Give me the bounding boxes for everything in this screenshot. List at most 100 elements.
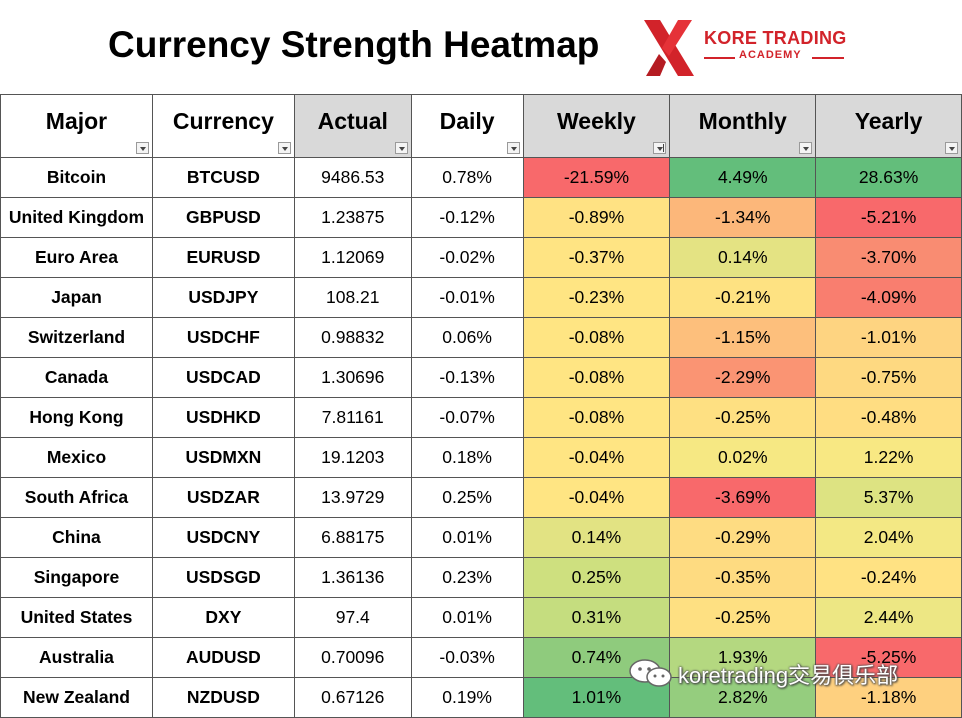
kore-x-logo-icon xyxy=(644,20,694,76)
filter-dropdown-icon[interactable] xyxy=(394,142,408,154)
cell-daily: 0.25% xyxy=(410,477,524,518)
cell-daily: 0.23% xyxy=(410,557,524,598)
table-row: New Zealand NZDUSD 0.67126 0.19% 1.01% 2.82% -… xyxy=(0,677,962,718)
cell-actual: 9486.53 xyxy=(293,157,412,198)
filter-dropdown-icon[interactable] xyxy=(945,142,958,154)
cell-actual: 0.70096 xyxy=(293,637,412,678)
cell-monthly: -3.69% xyxy=(669,477,817,518)
cell-monthly: -1.34% xyxy=(669,197,817,238)
cell-currency: USDJPY xyxy=(151,277,295,318)
header-row: Major Currency Actual Daily Weekly Month… xyxy=(0,94,962,158)
cell-yearly: 2.44% xyxy=(815,597,962,638)
cell-currency: AUDUSD xyxy=(151,637,295,678)
cell-weekly: -0.89% xyxy=(522,197,671,238)
cell-actual: 7.81161 xyxy=(293,397,412,438)
filter-dropdown-icon[interactable] xyxy=(135,142,149,154)
cell-weekly: -0.08% xyxy=(522,357,671,398)
column-header-currency: Currency xyxy=(151,94,295,158)
cell-monthly: -0.35% xyxy=(669,557,817,598)
cell-yearly: 2.04% xyxy=(815,517,962,558)
column-header-weekly: Weekly xyxy=(522,94,671,158)
cell-monthly: -2.29% xyxy=(669,357,817,398)
cell-yearly: -0.24% xyxy=(815,557,962,598)
cell-weekly: 0.14% xyxy=(522,517,671,558)
cell-monthly: -0.29% xyxy=(669,517,817,558)
sort-filter-icon[interactable] xyxy=(653,142,667,154)
cell-weekly: -0.04% xyxy=(522,477,671,518)
page-title: Currency Strength Heatmap xyxy=(108,24,600,65)
filter-dropdown-icon[interactable] xyxy=(799,142,813,154)
cell-monthly: -0.25% xyxy=(669,397,817,438)
cell-major: South Africa xyxy=(0,477,153,518)
cell-major: United Kingdom xyxy=(0,197,153,238)
cell-major: New Zealand xyxy=(0,677,153,718)
cell-actual: 97.4 xyxy=(293,597,412,638)
cell-daily: -0.12% xyxy=(410,197,524,238)
watermark-text: koretrading交易俱乐部 xyxy=(678,663,899,688)
table-row: Mexico USDMXN 19.1203 0.18% -0.04% 0.02% 1.22% xyxy=(0,437,962,478)
cell-currency: DXY xyxy=(151,597,295,638)
cell-monthly: 2.82% xyxy=(669,677,817,718)
kore-trading-logo: KORE TRADING ACADEMY xyxy=(642,18,852,78)
cell-daily: -0.01% xyxy=(410,277,524,318)
heatmap-table: Major Currency Actual Daily Weekly Month… xyxy=(0,94,962,718)
cell-weekly: -0.04% xyxy=(522,437,671,478)
cell-weekly: 1.01% xyxy=(522,677,671,718)
cell-currency: USDMXN xyxy=(151,437,295,478)
cell-yearly: -3.70% xyxy=(815,237,962,278)
cell-daily: 0.01% xyxy=(410,517,524,558)
cell-actual: 1.12069 xyxy=(293,237,412,278)
cell-yearly: -0.75% xyxy=(815,357,962,398)
filter-dropdown-icon[interactable] xyxy=(277,142,291,154)
cell-yearly: -1.18% xyxy=(815,677,962,718)
cell-monthly: 4.49% xyxy=(669,157,817,198)
cell-major: Switzerland xyxy=(0,317,153,358)
cell-yearly: 5.37% xyxy=(815,477,962,518)
watermark: koretrading交易俱乐部 xyxy=(628,654,958,690)
cell-weekly: 0.31% xyxy=(522,597,671,638)
cell-daily: 0.06% xyxy=(410,317,524,358)
cell-major: Euro Area xyxy=(0,237,153,278)
cell-currency: BTCUSD xyxy=(151,157,295,198)
cell-actual: 1.23875 xyxy=(293,197,412,238)
cell-actual: 1.30696 xyxy=(293,357,412,398)
cell-monthly: -0.25% xyxy=(669,597,817,638)
cell-monthly: -1.15% xyxy=(669,317,817,358)
cell-daily: 0.01% xyxy=(410,597,524,638)
cell-actual: 1.36136 xyxy=(293,557,412,598)
cell-weekly: -21.59% xyxy=(522,157,671,198)
wechat-icon xyxy=(629,659,672,687)
logo-text-academy: ACADEMY xyxy=(739,49,802,61)
cell-daily: -0.13% xyxy=(410,357,524,398)
table-body: Bitcoin BTCUSD 9486.53 0.78% -21.59% 4.49% 28.… xyxy=(0,157,962,718)
column-header-monthly: Monthly xyxy=(669,94,817,158)
cell-actual: 0.98832 xyxy=(293,317,412,358)
cell-monthly: 0.02% xyxy=(669,437,817,478)
table-row: United States DXY 97.4 0.01% 0.31% -0.25% 2.44… xyxy=(0,597,962,638)
table-row: Singapore USDSGD 1.36136 0.23% 0.25% -0.35% -0… xyxy=(0,557,962,598)
table-row: Japan USDJPY 108.21 -0.01% -0.23% -0.21% -4.09… xyxy=(0,277,962,318)
cell-actual: 0.67126 xyxy=(293,677,412,718)
filter-dropdown-icon[interactable] xyxy=(506,142,520,154)
cell-major: Australia xyxy=(0,637,153,678)
table-row: Euro Area EURUSD 1.12069 -0.02% -0.37% 0.14% -… xyxy=(0,237,962,278)
cell-yearly: 28.63% xyxy=(815,157,962,198)
cell-weekly: 0.25% xyxy=(522,557,671,598)
cell-major: Hong Kong xyxy=(0,397,153,438)
cell-actual: 13.9729 xyxy=(293,477,412,518)
cell-weekly: -0.08% xyxy=(522,397,671,438)
cell-yearly: -1.01% xyxy=(815,317,962,358)
cell-currency: USDHKD xyxy=(151,397,295,438)
cell-currency: USDSGD xyxy=(151,557,295,598)
column-header-daily: Daily xyxy=(410,94,524,158)
cell-currency: GBPUSD xyxy=(151,197,295,238)
table-row: Hong Kong USDHKD 7.81161 -0.07% -0.08% -0.25%… xyxy=(0,397,962,438)
cell-weekly: -0.37% xyxy=(522,237,671,278)
table-row: China USDCNY 6.88175 0.01% 0.14% -0.29% 2.04% xyxy=(0,517,962,558)
cell-actual: 6.88175 xyxy=(293,517,412,558)
cell-yearly: -4.09% xyxy=(815,277,962,318)
cell-major: Japan xyxy=(0,277,153,318)
column-header-actual: Actual xyxy=(293,94,412,158)
table-row: Canada USDCAD 1.30696 -0.13% -0.08% -2.29% -0.… xyxy=(0,357,962,398)
column-header-yearly: Yearly xyxy=(815,94,962,158)
